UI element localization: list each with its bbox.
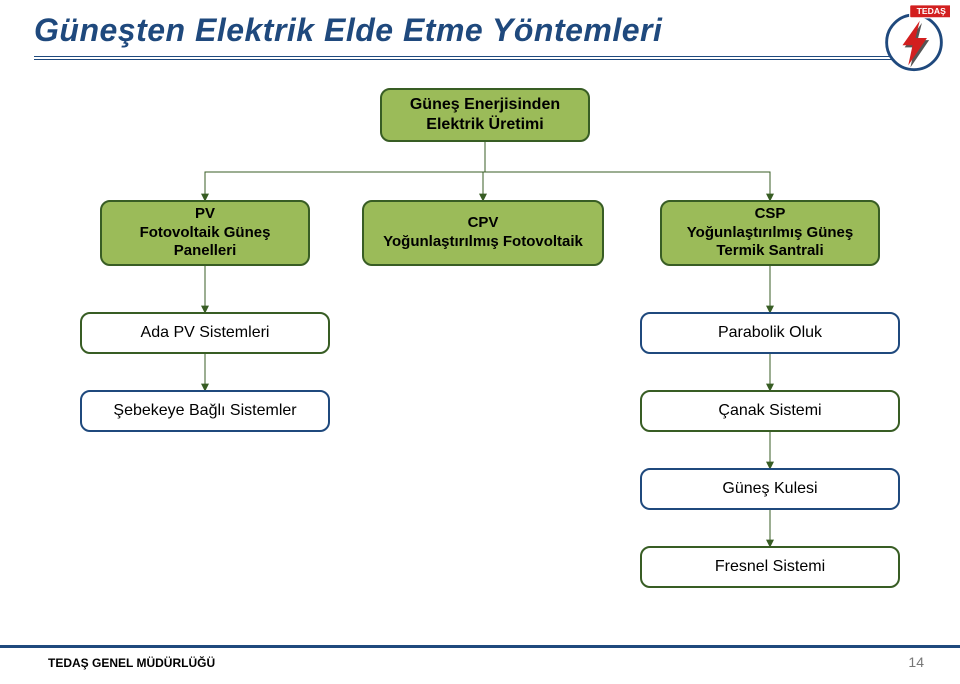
node-pv: PV Fotovoltaik Güneş Panelleri <box>100 200 310 266</box>
node-cpv-line2: Yoğunlaştırılmış Fotovoltaik <box>383 233 583 252</box>
footer-rule <box>0 645 960 648</box>
edge <box>483 142 485 200</box>
node-root: Güneş Enerjisinden Elektrik Üretimi <box>380 88 590 142</box>
node-fresnel: Fresnel Sistemi <box>640 546 900 588</box>
footer-org: TEDAŞ GENEL MÜDÜRLÜĞÜ <box>48 656 215 670</box>
node-sebeke: Şebekeye Bağlı Sistemler <box>80 390 330 432</box>
node-root-line2: Elektrik Üretimi <box>410 115 560 135</box>
page-title: Güneşten Elektrik Elde Etme Yöntemleri <box>34 12 662 49</box>
edge <box>205 142 485 200</box>
node-parabolik: Parabolik Oluk <box>640 312 900 354</box>
node-parab-label: Parabolik Oluk <box>718 323 822 343</box>
node-pv-line1: PV <box>140 205 271 224</box>
node-pv-line2: Fotovoltaik Güneş <box>140 224 271 243</box>
slide: Güneşten Elektrik Elde Etme Yöntemleri T… <box>0 0 960 684</box>
node-pv-line3: Panelleri <box>140 242 271 261</box>
node-ada-label: Ada PV Sistemleri <box>141 323 270 343</box>
node-csp-line2: Yoğunlaştırılmış Güneş <box>687 224 853 243</box>
node-kule: Güneş Kulesi <box>640 468 900 510</box>
node-ada-pv: Ada PV Sistemleri <box>80 312 330 354</box>
node-csp-line3: Termik Santrali <box>687 242 853 261</box>
node-canak-label: Çanak Sistemi <box>718 401 821 421</box>
node-cpv: CPV Yoğunlaştırılmış Fotovoltaik <box>362 200 604 266</box>
node-kule-label: Güneş Kulesi <box>722 479 817 499</box>
node-canak: Çanak Sistemi <box>640 390 900 432</box>
tedas-logo: TEDAŞ <box>878 2 950 74</box>
node-csp-line1: CSP <box>687 205 853 224</box>
logo-banner-text: TEDAŞ <box>917 6 946 16</box>
page-number: 14 <box>908 654 924 670</box>
title-rule <box>34 56 926 60</box>
node-cpv-line1: CPV <box>383 214 583 233</box>
node-sebeke-label: Şebekeye Bağlı Sistemler <box>113 401 296 421</box>
title-text: Güneşten Elektrik Elde Etme Yöntemleri <box>34 12 662 49</box>
node-csp: CSP Yoğunlaştırılmış Güneş Termik Santra… <box>660 200 880 266</box>
node-root-line1: Güneş Enerjisinden <box>410 95 560 115</box>
edge <box>485 142 770 200</box>
node-fresnel-label: Fresnel Sistemi <box>715 557 825 577</box>
